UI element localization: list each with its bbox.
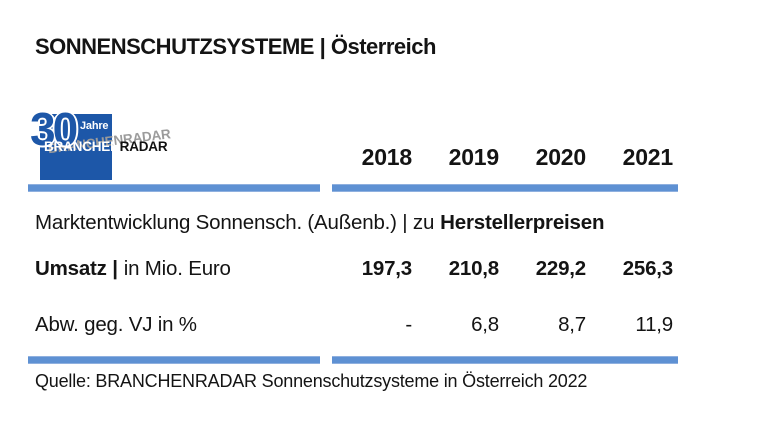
- table-row-umsatz: Umsatz | in Mio. Euro 197,3 210,8 229,2 2…: [35, 254, 677, 284]
- section-header-bold: Herstellerpreisen: [440, 211, 605, 234]
- source-line: Quelle: BRANCHENRADAR Sonnenschutzsystem…: [35, 371, 588, 391]
- section-header-regular: Marktentwicklung Sonnensch. (Außenb.) | …: [35, 211, 435, 234]
- logo-30-number: 30: [30, 103, 78, 155]
- row-umsatz-label-bold: Umsatz |: [35, 257, 118, 280]
- logo-brand-text: BRANCHENRADAR: [44, 139, 168, 154]
- accent-bar-top-right: [332, 184, 678, 192]
- logo-brand-branchen: BRANCHEN: [44, 139, 120, 154]
- section-header: Marktentwicklung Sonnensch. (Außenb.) | …: [35, 208, 735, 238]
- page-title: SONNENSCHUTZSYSTEME | Österreich: [35, 34, 436, 59]
- accent-bar-top-left: [28, 184, 320, 192]
- year-header-2018: 2018: [361, 144, 413, 170]
- logo-square: [40, 114, 112, 180]
- table-row-abweichung: Abw. geg. VJ in % - 6,8 8,7 11,9: [35, 310, 677, 340]
- umsatz-value-2021: 256,3: [622, 257, 674, 280]
- row-umsatz-label-regular: in Mio. Euro: [123, 257, 231, 280]
- umsatz-value-2019: 210,8: [448, 257, 500, 280]
- row-abw-label: Abw. geg. VJ in %: [35, 310, 329, 340]
- umsatz-value-2020: 229,2: [535, 257, 587, 280]
- logo-brand-radar: RADAR: [119, 139, 168, 154]
- accent-bar-bottom-right: [332, 356, 678, 364]
- logo-jahre-label: Jahre: [80, 120, 109, 132]
- year-header-2019: 2019: [448, 144, 500, 170]
- accent-bar-bottom-left: [28, 356, 320, 364]
- abw-value-2018: -: [405, 313, 412, 336]
- abw-value-2020: 8,7: [558, 313, 586, 336]
- year-header-2020: 2020: [535, 144, 587, 170]
- year-header-2021: 2021: [622, 144, 674, 170]
- row-umsatz-label: Umsatz | in Mio. Euro: [35, 254, 329, 284]
- row-abw-label-regular: Abw. geg. VJ in %: [35, 313, 197, 336]
- year-header-row: 2018 2019 2020 2021: [35, 142, 677, 172]
- abw-value-2019: 6,8: [471, 313, 499, 336]
- abw-value-2021: 11,9: [635, 313, 673, 336]
- umsatz-value-2018: 197,3: [361, 257, 413, 280]
